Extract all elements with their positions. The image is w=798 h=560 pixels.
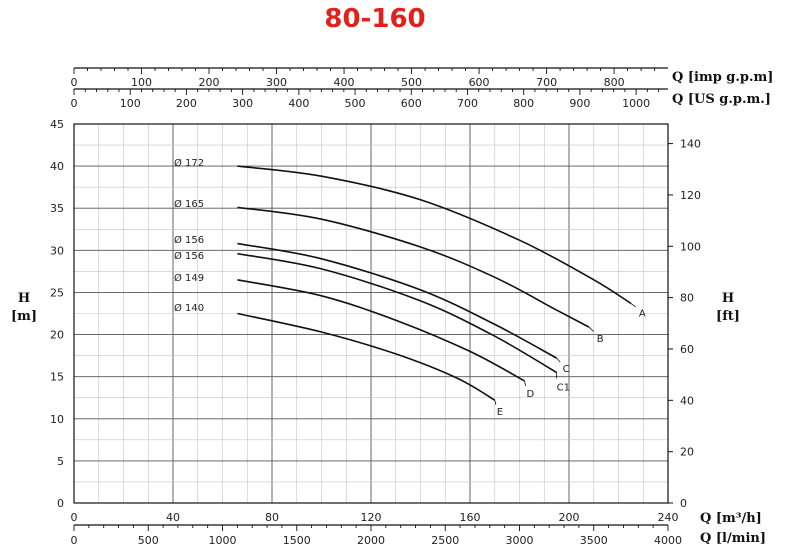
diameter-label: Ø 165 [174, 198, 204, 210]
axis-label-unit: [ft] [716, 309, 740, 324]
axis-label-quantity: H [18, 291, 30, 306]
y-tick-label-ft: 0 [680, 497, 687, 510]
us-gpm-axis-tick-label: 200 [176, 97, 197, 110]
tick-group: 0 5 10 15 20 25 30 35 40 45 0 20 40 60 80 100 120 140 0 40 8… [50, 67, 701, 547]
curve-group: A Ø 172 B Ø 165 C Ø 156 C1 Ø 156 D Ø 149 E Ø 140 [174, 157, 646, 418]
us-gpm-axis-tick-label: 500 [345, 97, 366, 110]
x-tick-label-m3h: 0 [71, 511, 78, 524]
curve-end-label-d: D [526, 389, 534, 400]
axis-label-imp-gpm: Q [imp g.p.m] [672, 70, 773, 85]
curve-end-label-e: E [497, 407, 503, 418]
y-tick-label-m: 20 [50, 329, 64, 342]
curve-end-label-c: C [563, 364, 570, 375]
axis-label-us-gpm: Q [US g.p.m.] [672, 92, 771, 107]
imp-gpm-axis-tick-label: 200 [199, 76, 220, 89]
curve-leader-line [588, 326, 594, 332]
y-tick-label-m: 5 [57, 455, 64, 468]
y-tick-label-m: 10 [50, 413, 64, 426]
lmin-axis-tick-label: 1000 [208, 534, 236, 547]
diameter-label: Ø 172 [174, 157, 204, 169]
imp-gpm-axis-tick-label: 400 [334, 76, 355, 89]
imp-gpm-axis-tick-label: 700 [536, 76, 557, 89]
plot-border [73, 123, 669, 504]
y-tick-label-ft: 60 [680, 343, 694, 356]
lmin-axis-tick-label: 0 [71, 534, 78, 547]
pump-curve-b [237, 206, 590, 328]
imp-gpm-axis-tick-label: 100 [131, 76, 152, 89]
curve-end-label-c1: C1 [557, 382, 570, 393]
diameter-label: Ø 140 [174, 302, 204, 314]
y-tick-label-ft: 140 [680, 138, 701, 151]
y-tick-label-ft: 80 [680, 292, 694, 305]
x-tick-label-m3h: 80 [265, 511, 279, 524]
lmin-axis-tick-label: 500 [138, 534, 159, 547]
axis-label-h-m: H [m] [11, 291, 37, 324]
us-gpm-axis-tick-label: 1000 [622, 97, 650, 110]
us-gpm-axis-tick-label: 900 [569, 97, 590, 110]
pump-curve-a [237, 165, 632, 305]
chart-grid [73, 123, 669, 504]
imp-gpm-axis-tick-label: 300 [266, 76, 287, 89]
lmin-axis-tick-label: 1500 [283, 534, 311, 547]
lmin-axis-tick-label: 3000 [505, 534, 533, 547]
lmin-axis-tick-label: 2000 [357, 534, 385, 547]
y-tick-label-m: 45 [50, 118, 64, 131]
imp-gpm-axis-tick-label: 800 [604, 76, 625, 89]
x-tick-label-m3h: 120 [361, 511, 382, 524]
y-tick-label-m: 0 [57, 497, 64, 510]
pump-curve-e [237, 312, 496, 401]
chart-title: 80-160 [324, 4, 425, 34]
imp-gpm-axis-tick-label: 600 [469, 76, 490, 89]
lmin-axis-tick-label: 4000 [654, 534, 682, 547]
plot-frame [73, 123, 669, 504]
curve-leader-line [494, 400, 497, 405]
y-tick-label-m: 25 [50, 286, 64, 299]
us-gpm-axis-tick-label: 100 [120, 97, 141, 110]
x-tick-label-m3h: 40 [166, 511, 180, 524]
axis-label-quantity: H [722, 291, 734, 306]
lmin-axis-tick-label: 2500 [431, 534, 459, 547]
pump-curve-c1 [237, 252, 558, 374]
x-tick-label-m3h: 200 [559, 511, 580, 524]
curve-leader-line [524, 380, 527, 386]
y-tick-label-ft: 20 [680, 446, 694, 459]
axis-label-m3h: Q [m³/h] [700, 511, 762, 526]
axis-label-lmin: Q [l/min] [700, 531, 766, 546]
us-gpm-axis-tick-label: 0 [71, 97, 78, 110]
lmin-axis-tick-label: 3500 [580, 534, 608, 547]
pump-curve-c [237, 242, 557, 359]
us-gpm-axis-tick-label: 400 [288, 97, 309, 110]
x-tick-label-m3h: 240 [658, 511, 679, 524]
y-tick-label-m: 30 [50, 244, 64, 257]
curve-leader-line [630, 303, 636, 308]
y-tick-label-m: 35 [50, 202, 64, 215]
us-gpm-axis-tick-label: 700 [457, 97, 478, 110]
imp-gpm-axis-tick-label: 0 [71, 76, 78, 89]
y-tick-label-ft: 40 [680, 394, 694, 407]
diameter-label: Ø 149 [174, 272, 204, 284]
diameter-label: Ø 156 [174, 250, 204, 262]
us-gpm-axis-tick-label: 800 [513, 97, 534, 110]
imp-gpm-axis-tick-label: 500 [401, 76, 422, 89]
axis-label-unit: [m] [11, 309, 37, 324]
us-gpm-axis-tick-label: 600 [401, 97, 422, 110]
y-tick-label-m: 40 [50, 160, 64, 173]
x-tick-label-m3h: 160 [460, 511, 481, 524]
y-tick-label-m: 15 [50, 371, 64, 384]
y-tick-label-ft: 120 [680, 189, 701, 202]
curve-end-label-b: B [597, 334, 604, 345]
axis-label-h-ft: H [ft] [716, 291, 740, 324]
curve-end-label-a: A [639, 308, 646, 319]
pump-curve-d [237, 279, 525, 382]
us-gpm-axis-tick-label: 300 [232, 97, 253, 110]
diameter-label: Ø 156 [174, 234, 204, 246]
curve-leader-line [556, 357, 561, 363]
y-tick-label-ft: 100 [680, 240, 701, 253]
